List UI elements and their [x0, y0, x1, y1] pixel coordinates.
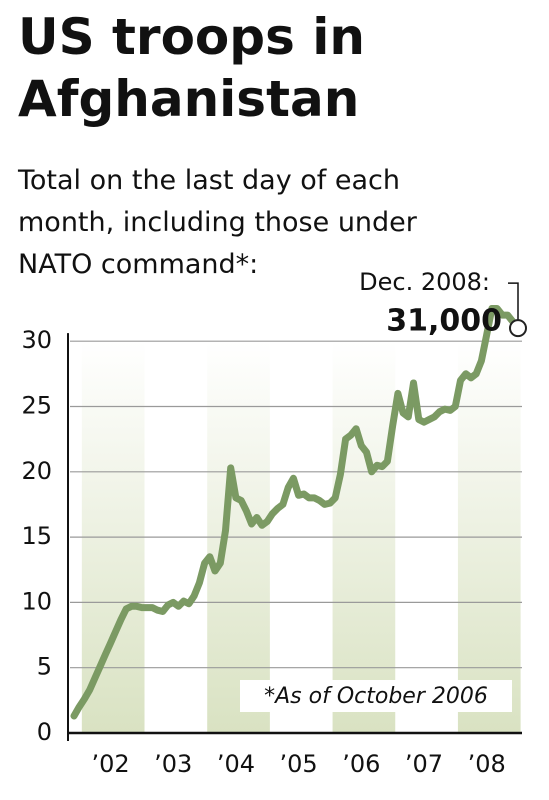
data-line [70, 305, 522, 720]
chart-subtitle: Total on the last day of each month, inc… [18, 165, 417, 280]
y-tick-label: 5 [37, 653, 52, 681]
value-label: 31,000 [386, 304, 502, 339]
x-tick-label: ’06 [342, 750, 380, 778]
x-tick-label: ’04 [217, 750, 255, 778]
end-point [509, 319, 527, 338]
y-tick-label: 10 [21, 587, 52, 615]
footnote-bg [240, 680, 512, 712]
x-tick-label: ’03 [154, 750, 192, 778]
y-tick-label: 0 [37, 718, 52, 746]
chart-title: US troops in Afghanistan [18, 8, 365, 128]
x-tick-label: ’05 [280, 750, 318, 778]
x-tick-label: ’08 [468, 750, 506, 778]
y-tick-label: 20 [21, 457, 52, 485]
footnote: *As of October 2006 [264, 684, 488, 709]
x-tick-label: ’02 [91, 750, 129, 778]
y-tick-label: 30 [21, 326, 52, 354]
y-tick-label: 15 [21, 522, 52, 550]
annotation: Dec. 2008: [359, 268, 490, 296]
x-tick-label: ’07 [405, 750, 443, 778]
y-tick-label: 25 [21, 391, 52, 419]
annotation-leader [508, 282, 519, 321]
